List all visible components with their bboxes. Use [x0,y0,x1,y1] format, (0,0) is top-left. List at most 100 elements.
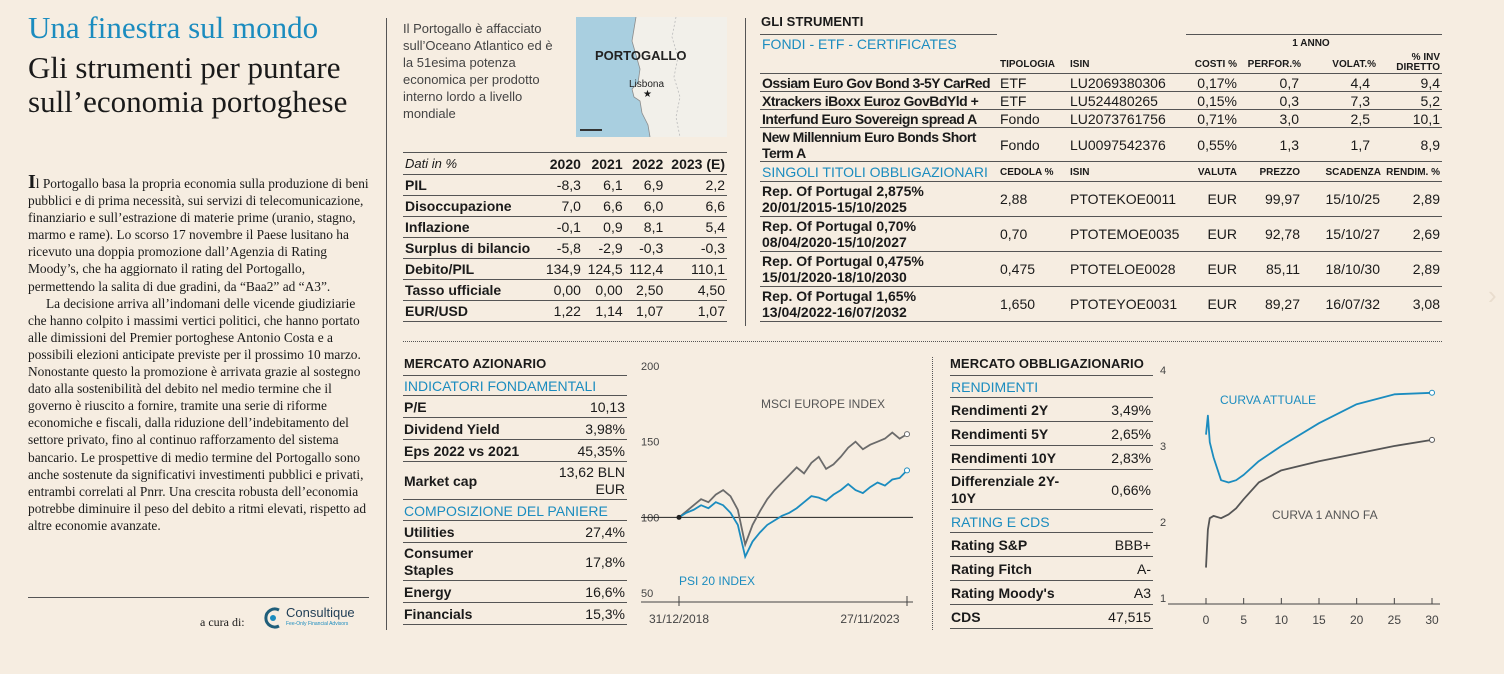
indicator-row: Dividend Yield 3,98% [403,418,627,440]
fund-perf: 0,7 [1279,75,1299,91]
funds-header-row: TIPOLOGIA ISIN COSTI % PERFOR.% VOLAT.% … [760,52,1442,74]
series-end-point [904,431,910,438]
macro-year: 2021 [591,155,623,172]
series-label: PSI 20 INDEX [679,574,755,588]
macro-cell: -8,3 [556,176,581,193]
bond-row: Rep. Of Portugal 0,475% 15/01/2020-18/10/… [760,252,1442,287]
bond-price: 92,78 [1264,226,1300,242]
macro-cell: 6,9 [643,176,664,193]
logo-mark-icon [264,607,280,629]
fund-perf: 1,3 [1279,137,1299,153]
fund-type: Fondo [1000,137,1040,153]
fund-row: Xtrackers iBoxx Euroz GovBdYld + ETF LU5… [760,92,1442,110]
strumenti-title: GLI STRUMENTI [761,14,864,29]
macro-cell: 2,50 [636,281,664,298]
map-country-label: PORTOGALLO [595,48,687,63]
indicator-row: Eps 2022 vs 2021 45,35% [403,440,627,462]
bond-dates: 08/04/2020-15/10/2027 [762,234,907,250]
macro-row-label: Disoccupazione [405,197,512,214]
series-line [678,431,908,548]
yield-label: Differenziale 2Y-10Y [951,473,1060,506]
bond-yield: 3,08 [1412,296,1440,312]
column-divider-1 [386,18,387,630]
article-paragraph-2: La decisione arriva all’indomani delle v… [28,295,367,533]
fund-vol: 4,4 [1350,75,1370,91]
macro-year: 2023 (E) [671,155,725,172]
curve-line [1205,439,1433,568]
fund-inv: 5,2 [1420,93,1440,109]
bond-row: Rep. Of Portugal 1,65% 13/04/2022-16/07/2… [760,287,1442,322]
yields-section-title: RENDIMENTI [951,379,1039,395]
x-tick-label: 31/12/2018 [649,612,709,626]
consultique-logo: Consultique Fee-Only Financial Advisors [262,604,372,632]
funds-col-inv: % INV DIRETTO [1396,52,1440,73]
indicators-section-title: INDICATORI FONDAMENTALI [404,378,597,394]
map-city-label: Lisbona [629,79,665,90]
composition-label: Financials [404,606,473,622]
fund-type: ETF [1000,75,1027,91]
macro-cell: 7,0 [561,197,581,214]
bond-name: Rep. Of Portugal 2,875% [762,183,924,199]
rating-label: Rating Fitch [951,561,1032,577]
fund-perf: 0,3 [1279,93,1299,109]
rating-value: A- [1137,561,1151,577]
funds-table: TIPOLOGIA ISIN COSTI % PERFOR.% VOLAT.% … [760,52,1442,322]
rating-label: Rating Moody's [951,585,1055,601]
macro-cell: -0,3 [639,239,664,256]
bond-row: Rep. Of Portugal 0,70% 08/04/2020-15/10/2… [760,217,1442,252]
funds-col-cost: COSTI % [1194,59,1237,70]
macro-year: 2020 [549,155,581,172]
funds-col-perf: PERFOR.% [1247,59,1301,70]
composition-row: Energy 16,6% [403,581,627,603]
fund-row: New Millennium Euro Bonds Short Term A F… [760,128,1442,162]
bond-coupon: 0,70 [1000,226,1028,242]
fund-inv: 9,4 [1420,75,1440,91]
portugal-map: PORTOGALLO Lisbona ★ [576,17,727,137]
bond-name: Rep. Of Portugal 1,65% [762,288,917,304]
macro-top-rule [403,152,727,153]
bond-currency: EUR [1207,226,1237,242]
next-page-chevron-icon[interactable]: › [1488,280,1497,310]
macro-cell: 124,5 [587,260,623,277]
bonds-header-row: SINGOLI TITOLI OBBLIGAZIONARI CEDOLA % I… [760,162,1442,182]
rating-section-title: RATING E CDS [951,514,1050,530]
composition-label: Utilities [404,524,455,540]
macro-cell: 4,50 [697,281,725,298]
fund-vol: 7,3 [1350,93,1370,109]
x-tick-label: 5 [1240,613,1247,627]
bondmkt-title: MERCATO OBBLIGAZIONARIO [950,356,1144,371]
funds-col-vol: VOLAT.% [1332,59,1376,70]
fund-vol: 1,7 [1350,137,1370,153]
bond-isin: PTOTEKOE0011 [1070,191,1177,207]
rating-row: CDS 47,515 [950,605,1153,629]
bond-currency: EUR [1207,261,1237,277]
fund-type: ETF [1000,93,1027,109]
x-tick-label: 15 [1312,613,1326,627]
rating-row: Rating Moody's A3 [950,581,1153,605]
fund-cost: 0,15% [1197,93,1237,109]
macro-row-label: Inflazione [405,218,470,235]
funds-section-rule [760,34,997,35]
composition-section-title: COMPOSIZIONE DEL PANIERE [404,503,608,519]
indicator-row: Market cap 13,62 BLN EUR [403,462,627,500]
macro-cell: 6,6 [603,197,623,214]
composition-value: 16,6% [585,584,625,600]
bond-maturity: 18/10/30 [1325,261,1381,277]
macro-row-label: Surplus di bilancio [405,239,531,256]
bonds-section-title: SINGOLI TITOLI OBBLIGAZIONARI [762,164,988,180]
indicator-value: 45,35% [577,443,625,459]
y-tick-label: 4 [1160,365,1166,377]
fund-cost: 0,71% [1197,111,1237,127]
funds-section-title: FONDI - ETF - CERTIFICATES [762,36,957,52]
fund-inv: 10,1 [1412,111,1440,127]
bond-price: 85,11 [1266,261,1300,277]
column-divider-2 [745,18,746,326]
macro-cell: 0,9 [603,218,623,235]
series-line [678,469,908,560]
bond-isin: PTOTEYOE0031 [1070,296,1178,312]
macro-cell: -2,9 [598,239,623,256]
yield-value: 2,65% [1111,426,1151,442]
funds-col-isin: ISIN [1070,59,1090,70]
indicator-label: Market cap [404,473,478,489]
